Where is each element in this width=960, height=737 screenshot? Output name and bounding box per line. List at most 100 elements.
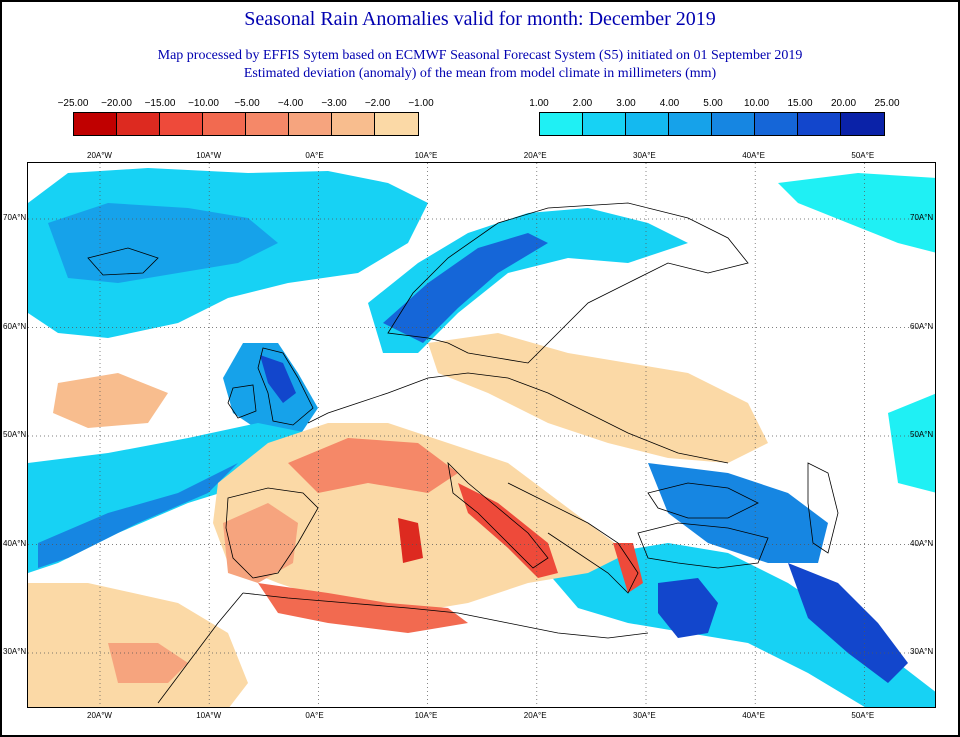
legend-positive-swatches bbox=[539, 112, 885, 136]
longitude-tick-top: 20A°W bbox=[87, 151, 112, 160]
north-africa-dry-band bbox=[258, 583, 468, 633]
legend-positive-swatch bbox=[798, 113, 841, 135]
legend-positive-label: 3.00 bbox=[616, 98, 636, 109]
longitude-tick-top: 0A°E bbox=[305, 151, 324, 160]
legend-positive-swatch bbox=[626, 113, 669, 135]
latitude-tick-right: 60A°N bbox=[910, 321, 934, 331]
graticule bbox=[28, 163, 935, 707]
north-africa-coastline bbox=[242, 592, 649, 639]
legend-positive-label: 5.00 bbox=[703, 98, 723, 109]
italy-coastline bbox=[447, 461, 549, 569]
latitude-tick-left: 30A°N bbox=[3, 647, 27, 656]
longitude-tick-bottom: 20A°E bbox=[523, 711, 547, 720]
legend-positive-label: 4.00 bbox=[659, 98, 680, 109]
legend-positive-label: 10.00 bbox=[743, 98, 770, 109]
legend-negative-swatch bbox=[375, 113, 418, 135]
legend-positive-swatch bbox=[841, 113, 884, 135]
legend-negative-label: −1.00 bbox=[408, 98, 434, 109]
turkey-coastline bbox=[637, 522, 769, 569]
latitude-tick-right: 30A°N bbox=[910, 647, 934, 656]
legend-positive-swatch bbox=[583, 113, 626, 135]
longitude-tick-bottom: 40A°E bbox=[742, 711, 765, 720]
mid-atlantic-wet-core bbox=[38, 463, 238, 568]
norway-coast-wet-core bbox=[383, 233, 548, 343]
greece-dry-core bbox=[613, 543, 643, 593]
ireland-coastline bbox=[227, 384, 257, 419]
britain-wet-core bbox=[260, 355, 296, 403]
map-subtitle: Map processed by EFFIS Sytem based on EC… bbox=[157, 48, 803, 63]
legend-negative-label: −2.00 bbox=[364, 98, 391, 109]
legend-negative-label: −10.00 bbox=[188, 98, 219, 109]
legend-negative-swatch bbox=[160, 113, 203, 135]
iran-wet-band bbox=[788, 563, 908, 683]
latitude-tick-left: 60A°N bbox=[3, 321, 27, 331]
longitude-tick-bottom: 30A°E bbox=[633, 711, 656, 720]
longitude-tick-bottom: 50A°E bbox=[851, 711, 875, 720]
legend-positive-swatch bbox=[712, 113, 755, 135]
longitude-tick-top: 50A°E bbox=[851, 151, 875, 160]
legend-negative-labels: −25.00 −20.00 −15.00 −10.00 −5.00 −4.00 −3.00 −… bbox=[58, 98, 434, 110]
great-britain-coastline bbox=[257, 347, 314, 426]
legend-positive-label: 2.00 bbox=[572, 98, 593, 109]
legend-positive-swatch bbox=[540, 113, 583, 135]
alps-dry-band bbox=[288, 438, 458, 493]
anomaly-map-graphic bbox=[28, 163, 935, 707]
longitude-tick-bottom: 10A°W bbox=[196, 711, 222, 720]
anomaly-fields bbox=[28, 168, 935, 707]
iberia-coastline bbox=[225, 487, 319, 579]
caspian-sea-coastline bbox=[807, 462, 839, 554]
northeast-wet-zone bbox=[778, 173, 935, 253]
iceland-coastline bbox=[87, 247, 159, 276]
map-units-note: Estimated deviation (anomaly) of the mea… bbox=[243, 66, 717, 81]
legend-positive-swatch bbox=[669, 113, 712, 135]
legend-negative-swatches bbox=[73, 112, 419, 136]
map-area: 20A°W 10A°W 0A°E 10A°E 20A°E 30A°E 40A°E 50A°E 2… bbox=[3, 151, 936, 720]
legend-negative-swatch bbox=[332, 113, 375, 135]
east-med-wet-core bbox=[658, 578, 718, 638]
legend-positive-label: 1.00 bbox=[529, 98, 549, 109]
legend-positive-label: 15.00 bbox=[787, 98, 813, 109]
sardinia-dry-core bbox=[398, 518, 423, 563]
latitude-tick-left: 50A°N bbox=[3, 430, 27, 439]
legend-positive-swatch bbox=[755, 113, 798, 135]
anomaly-map[interactable] bbox=[27, 162, 936, 708]
east-edge-wet-zone bbox=[888, 393, 935, 493]
legend-negative-swatch bbox=[74, 113, 117, 135]
longitude-tick-top: 20A°E bbox=[523, 151, 547, 160]
balkans-coastline bbox=[507, 482, 639, 594]
legend-negative-swatch bbox=[203, 113, 246, 135]
legend-positive-labels: 1.00 2.00 3.00 4.00 5.00 10.00 15.00 20.00 25.00 bbox=[529, 98, 899, 110]
legend-negative-label: −3.00 bbox=[321, 98, 347, 109]
legend-negative-label: −4.00 bbox=[277, 98, 304, 109]
legend-negative-label: −25.00 bbox=[57, 98, 89, 109]
legend-negative-swatch bbox=[289, 113, 332, 135]
scandinavia-coastline bbox=[387, 202, 749, 364]
north-atlantic-wet-core bbox=[48, 203, 278, 283]
black-sea-coastline bbox=[647, 482, 759, 519]
latitude-tick-left: 40A°N bbox=[3, 538, 27, 548]
legend-positive: 1.00 2.00 3.00 4.00 5.00 10.00 15.00 20.00 25.00 bbox=[529, 98, 900, 138]
legend-negative-label: −20.00 bbox=[101, 98, 132, 109]
longitude-tick-bottom: 20A°W bbox=[87, 711, 112, 720]
longitude-tick-bottom: 10A°E bbox=[414, 711, 438, 720]
latitude-tick-right: 40A°N bbox=[910, 538, 934, 548]
iberia-dry-zone bbox=[223, 503, 298, 583]
latitude-tick-right: 70A°N bbox=[910, 213, 934, 222]
legend-negative-label: −15.00 bbox=[144, 98, 176, 109]
legend-negative-swatch bbox=[117, 113, 160, 135]
west-africa-coastline bbox=[157, 592, 244, 704]
longitude-tick-top: 40A°E bbox=[742, 151, 765, 160]
italy-dry-core bbox=[458, 483, 558, 578]
tick-labels: 20A°W 10A°W 0A°E 10A°E 20A°E 30A°E 40A°E 50A°E 2… bbox=[3, 151, 936, 720]
atlantic-dry-patch bbox=[53, 373, 168, 428]
longitude-tick-top: 10A°W bbox=[196, 151, 222, 160]
eastern-europe-dry-zone bbox=[428, 333, 768, 463]
legend-positive-label: 25.00 bbox=[874, 98, 900, 109]
longitude-tick-top: 30A°E bbox=[633, 151, 656, 160]
legend-negative-label: −5.00 bbox=[234, 98, 260, 109]
legend-positive-label: 20.00 bbox=[830, 98, 857, 109]
legend-negative: −25.00 −20.00 −15.00 −10.00 −5.00 −4.00 −3.00 −… bbox=[58, 98, 434, 138]
latitude-tick-left: 70A°N bbox=[3, 213, 27, 222]
legend-negative-swatch bbox=[246, 113, 289, 135]
